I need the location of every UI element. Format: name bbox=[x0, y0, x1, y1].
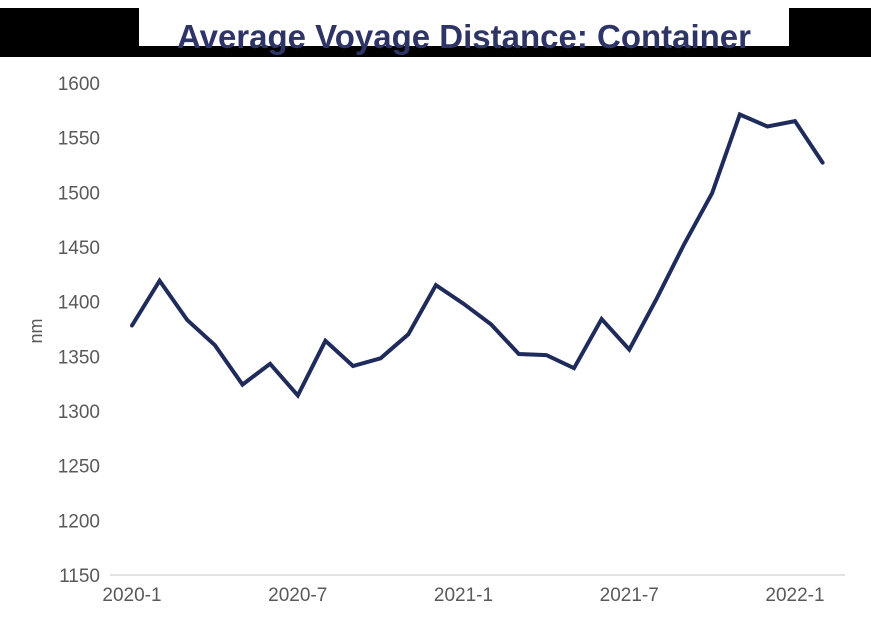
y-axis-tick-label: 1400 bbox=[58, 293, 100, 314]
x-axis-tick-label: 2021-7 bbox=[600, 585, 659, 606]
x-axis-tick-label: 2020-7 bbox=[268, 585, 327, 606]
y-axis-tick-label: 1250 bbox=[58, 457, 100, 478]
y-axis-tick-label: 1500 bbox=[58, 183, 100, 204]
y-axis-tick-label: 1450 bbox=[58, 238, 100, 259]
chart-title: Average Voyage Distance: Container bbox=[176, 18, 752, 55]
y-axis-tick-label: 1300 bbox=[58, 402, 100, 423]
data-line bbox=[130, 111, 825, 400]
y-axis-tick-label: 1350 bbox=[58, 347, 100, 368]
y-axis-title: nm bbox=[26, 318, 46, 343]
x-axis-tick-label: 2021-1 bbox=[434, 585, 493, 606]
title-box: Average Voyage Distance: Container bbox=[139, 0, 789, 53]
y-axis-tick-label: 1550 bbox=[58, 129, 100, 150]
y-axis-tick-label: 1150 bbox=[59, 566, 100, 587]
y-axis-tick-label: 1600 bbox=[58, 74, 100, 95]
x-axis-tick-label: 2022-1 bbox=[765, 585, 824, 606]
x-axis-tick-label: 2020-1 bbox=[102, 585, 161, 606]
y-axis-tick-label: 1200 bbox=[58, 511, 100, 532]
